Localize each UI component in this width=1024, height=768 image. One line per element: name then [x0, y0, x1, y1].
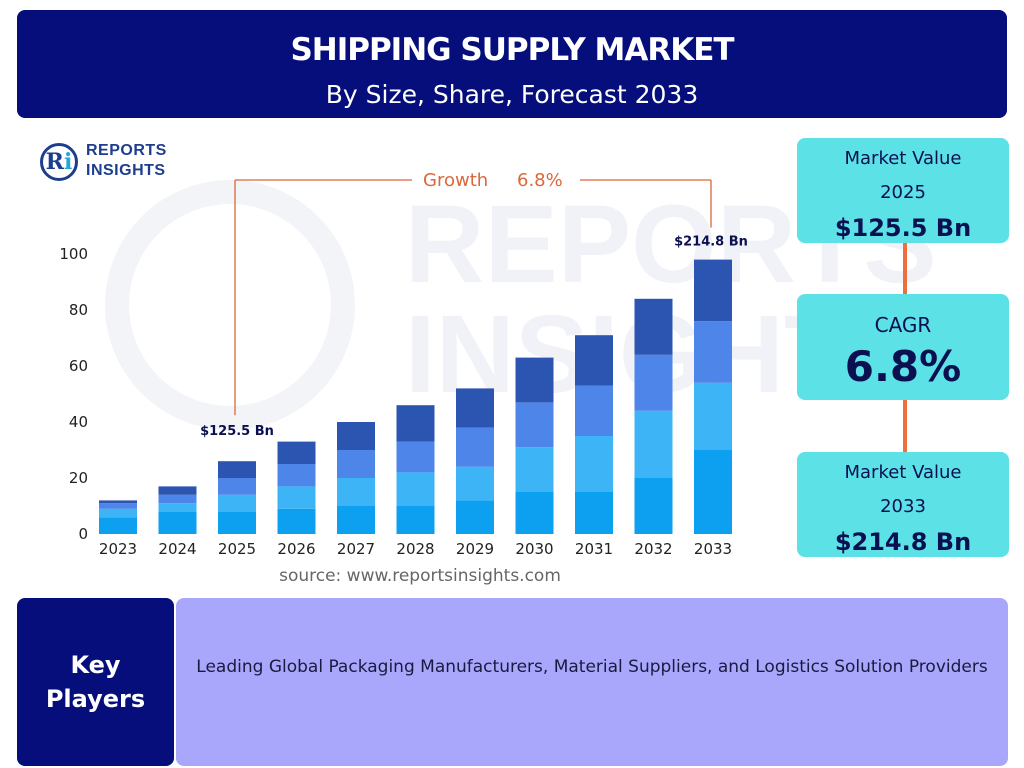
bar-segment	[218, 461, 256, 478]
bar-segment	[396, 441, 435, 473]
bar-segment	[575, 385, 613, 436]
bar-segment	[337, 506, 375, 534]
bar-segment	[694, 321, 732, 383]
logo-word-reports: REPORTS	[86, 142, 167, 159]
bar-segment	[396, 506, 435, 534]
key-players-label: Key Players	[17, 598, 174, 766]
bar-segment	[456, 388, 494, 428]
kpi-year: 2025	[880, 182, 926, 203]
bar-segment	[456, 500, 494, 534]
bar-segment	[99, 508, 137, 518]
bar-segment	[396, 405, 435, 442]
kpi-market-value-2025: Market Value 2025 $125.5 Bn	[797, 138, 1009, 243]
data-label-2025: $125.5 Bn	[200, 424, 274, 439]
bar-segment	[218, 494, 256, 512]
logo-mark-icon: Ri	[40, 143, 78, 181]
y-tick-label: 0	[78, 525, 88, 543]
bar-segment	[456, 466, 494, 501]
kpi-connector-top	[903, 243, 907, 294]
bar-segment	[515, 402, 554, 448]
key-players-description: Leading Global Packaging Manufacturers, …	[176, 598, 1008, 766]
bar-segment	[277, 508, 316, 534]
bar-segment	[158, 503, 197, 512]
header-banner: SHIPPING SUPPLY MARKET By Size, Share, F…	[17, 10, 1007, 118]
x-tick-label: 2026	[277, 540, 315, 558]
y-tick-label: 100	[59, 245, 88, 263]
x-tick-label: 2027	[337, 540, 375, 558]
bar-segment	[218, 511, 256, 534]
bar-segment	[575, 492, 613, 534]
source-note: source: www.reportsinsights.com	[279, 566, 561, 586]
x-tick-label: 2025	[218, 540, 256, 558]
kpi-market-value-2033: Market Value 2033 $214.8 Bn	[797, 452, 1009, 557]
kpi-value: $125.5 Bn	[834, 214, 972, 242]
bar-segment	[634, 478, 673, 534]
growth-value: 6.8%	[517, 170, 563, 191]
x-tick-label: 2024	[158, 540, 196, 558]
bar-segment	[694, 259, 732, 322]
bar-segment	[218, 478, 256, 495]
key-players-line1: Key	[70, 651, 121, 679]
y-tick-label: 60	[69, 357, 88, 375]
bar-segment	[456, 427, 494, 467]
bar-segment	[337, 478, 375, 506]
x-tick-label: 2030	[515, 540, 553, 558]
key-players-line2: Players	[45, 685, 146, 713]
bar-segment	[634, 354, 673, 411]
bar-segment	[694, 450, 732, 534]
kpi-label: CAGR	[874, 313, 932, 337]
bar-segment	[337, 422, 375, 450]
bar-segment	[515, 357, 554, 403]
logo-word-insights: INSIGHTS	[86, 162, 166, 179]
kpi-label: Market Value	[844, 462, 962, 483]
bar-segment	[277, 464, 316, 487]
data-label-2033: $214.8 Bn	[674, 235, 748, 250]
brand-logo: Ri REPORTS INSIGHTS	[40, 140, 180, 184]
bar-segment	[575, 335, 613, 386]
bar-segment	[694, 382, 732, 450]
kpi-label: Market Value	[844, 148, 962, 169]
bar-segment	[634, 298, 673, 355]
growth-label: Growth	[423, 170, 488, 191]
bar-segment	[99, 503, 137, 509]
y-tick-label: 40	[69, 413, 88, 431]
bar-segment	[337, 450, 375, 478]
bar-segment	[158, 494, 197, 504]
bar-segment	[277, 486, 316, 509]
bar-segment	[396, 472, 435, 506]
bar-segment	[99, 500, 137, 504]
bar-segment	[99, 517, 137, 534]
y-tick-label: 80	[69, 301, 88, 319]
x-tick-label: 2032	[634, 540, 672, 558]
bar-segment	[575, 436, 613, 492]
bar-segment	[515, 447, 554, 492]
bar-segment	[158, 511, 197, 534]
key-players-text: Leading Global Packaging Manufacturers, …	[196, 657, 988, 677]
kpi-connector-bottom	[903, 400, 907, 452]
bar-segment	[277, 441, 316, 464]
kpi-value: $214.8 Bn	[834, 528, 972, 556]
x-tick-label: 2033	[694, 540, 732, 558]
x-tick-label: 2028	[396, 540, 434, 558]
kpi-value: 6.8%	[844, 342, 962, 391]
bar-segment	[158, 486, 197, 495]
bar-segment	[515, 492, 554, 534]
page-title: SHIPPING SUPPLY MARKET	[290, 32, 734, 68]
y-tick-label: 20	[69, 469, 88, 487]
stacked-bar-chart: 0 20 40 60 80 100 2023 2024 2025 2026 2027 2028 2029…	[59, 170, 748, 558]
bar-segment	[634, 410, 673, 478]
page-subtitle: By Size, Share, Forecast 2033	[325, 80, 699, 109]
x-tick-label: 2023	[99, 540, 137, 558]
x-tick-label: 2029	[456, 540, 494, 558]
kpi-year: 2033	[880, 496, 926, 517]
kpi-cagr: CAGR 6.8%	[797, 294, 1009, 400]
x-tick-label: 2031	[575, 540, 613, 558]
